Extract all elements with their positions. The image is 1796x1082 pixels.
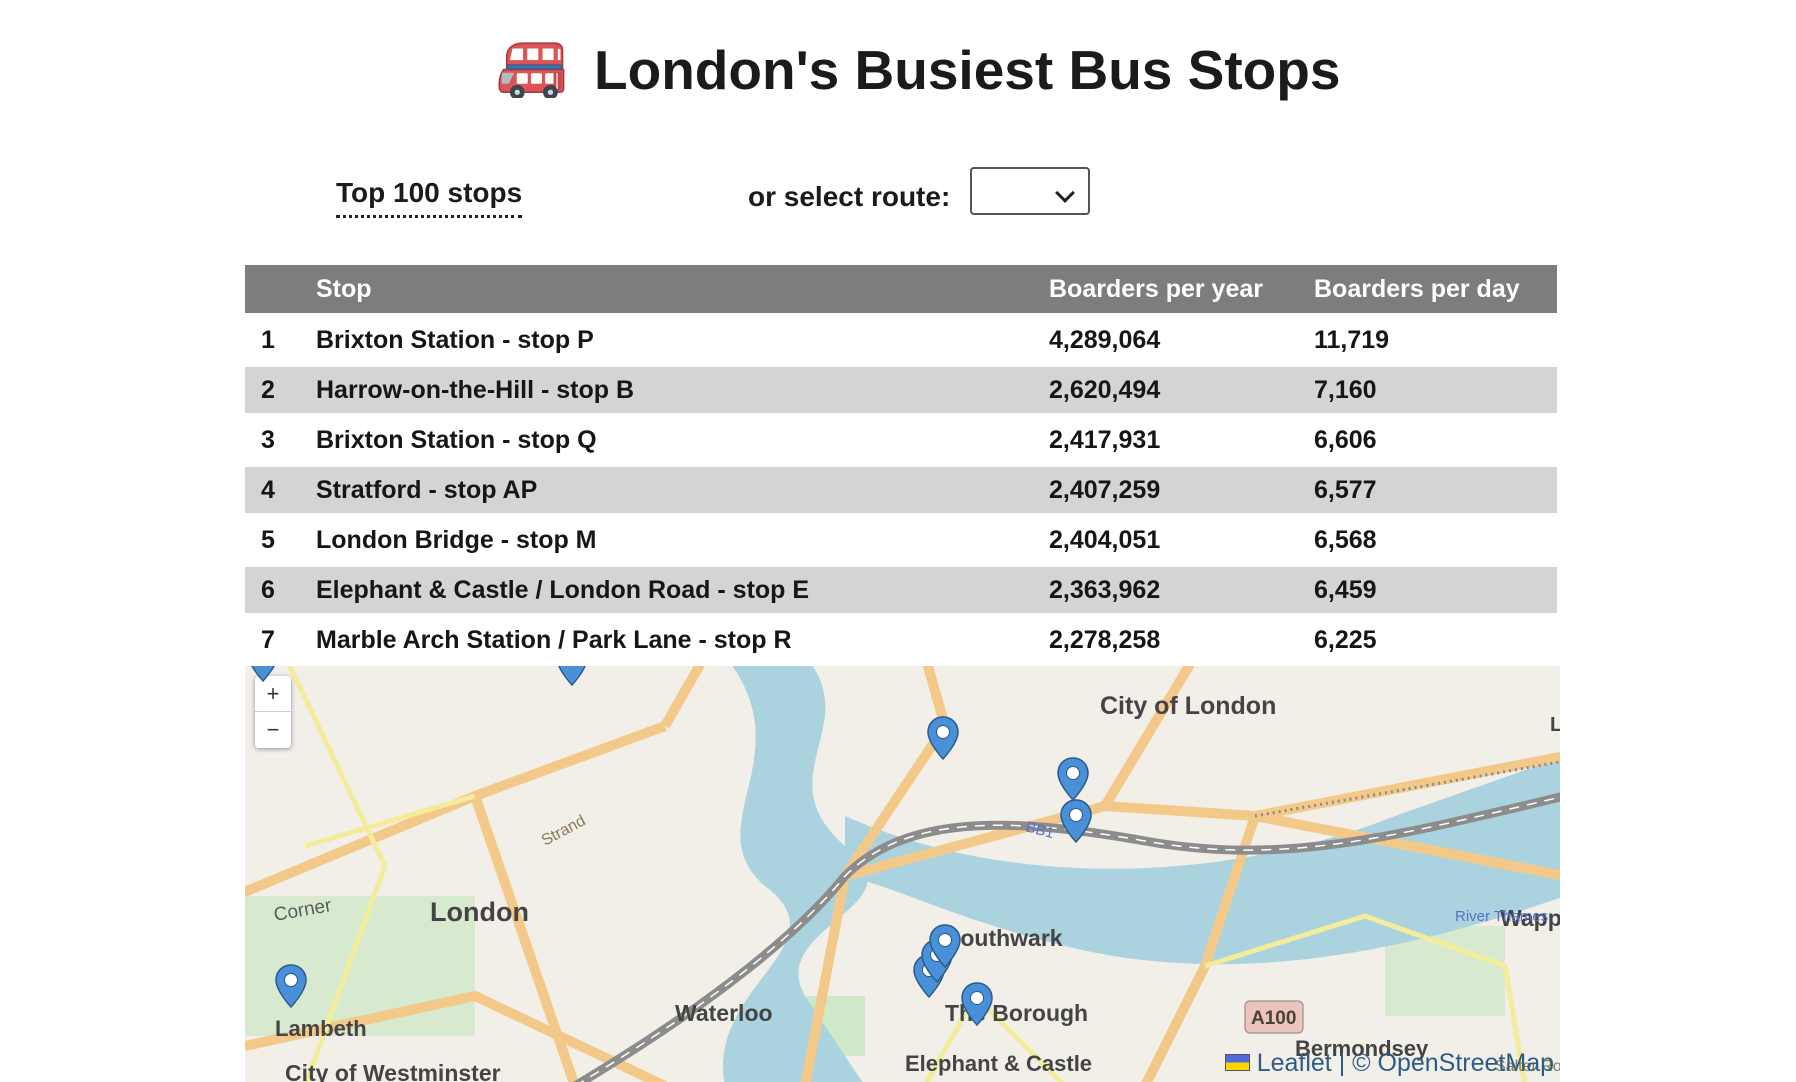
svg-text:Waterloo: Waterloo bbox=[675, 1000, 773, 1026]
svg-text:City of London: City of London bbox=[1100, 692, 1276, 720]
svg-text:Lambeth: Lambeth bbox=[275, 1016, 367, 1041]
svg-text:Limehouse: Limehouse bbox=[1550, 714, 1560, 736]
svg-text:A100: A100 bbox=[1251, 1008, 1296, 1029]
svg-text:City of Westminster: City of Westminster bbox=[285, 1060, 501, 1082]
svg-text:Elephant & Castle: Elephant & Castle bbox=[905, 1051, 1092, 1076]
svg-text:River Thames: River Thames bbox=[1455, 908, 1548, 925]
svg-text:Southwark: Southwark bbox=[945, 925, 1063, 951]
svg-text:London: London bbox=[430, 897, 529, 927]
